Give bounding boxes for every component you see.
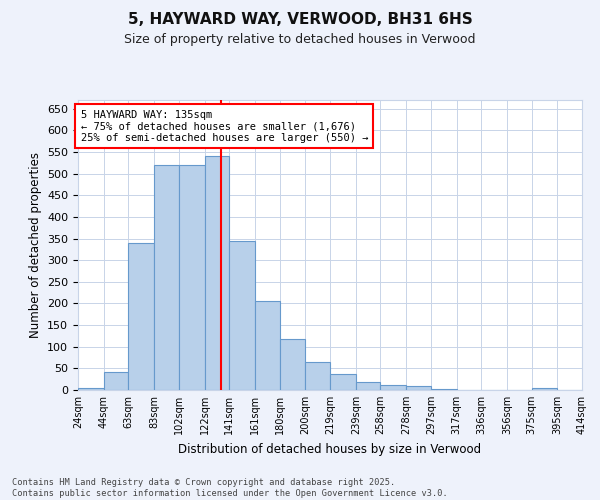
Bar (229, 240, 255, 390)
Bar (128, 243, 154, 390)
Bar (431, 388, 457, 390)
Bar (406, 386, 431, 390)
Bar (532, 388, 557, 390)
Text: Contains HM Land Registry data © Crown copyright and database right 2025.
Contai: Contains HM Land Registry data © Crown c… (12, 478, 448, 498)
Text: 5, HAYWARD WAY, VERWOOD, BH31 6HS: 5, HAYWARD WAY, VERWOOD, BH31 6HS (128, 12, 472, 28)
Bar (104, 372, 128, 390)
Text: 5 HAYWARD WAY: 135sqm
← 75% of detached houses are smaller (1,676)
25% of semi-d: 5 HAYWARD WAY: 135sqm ← 75% of detached … (80, 110, 368, 142)
Bar (78, 388, 104, 390)
Bar (255, 302, 280, 390)
Bar (380, 385, 406, 390)
Bar (356, 382, 380, 390)
Bar (305, 362, 330, 390)
Text: Size of property relative to detached houses in Verwood: Size of property relative to detached ho… (124, 32, 476, 46)
Bar (154, 165, 179, 390)
Bar (280, 339, 305, 390)
Y-axis label: Number of detached properties: Number of detached properties (29, 152, 41, 338)
Bar (205, 156, 229, 390)
Bar (179, 165, 205, 390)
Bar (330, 374, 356, 390)
X-axis label: Distribution of detached houses by size in Verwood: Distribution of detached houses by size … (178, 442, 482, 456)
